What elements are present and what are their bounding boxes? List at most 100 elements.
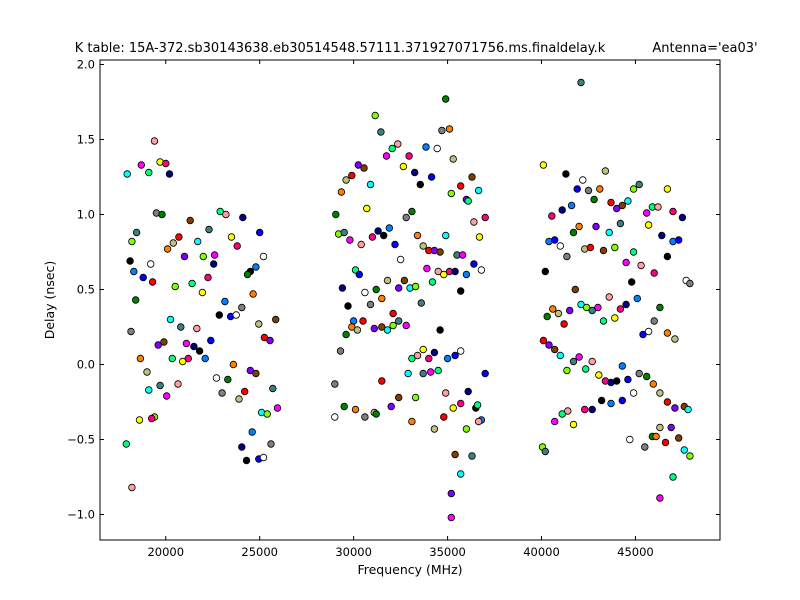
data-point xyxy=(440,270,448,279)
data-point xyxy=(563,252,571,261)
data-point xyxy=(588,405,596,414)
data-point xyxy=(128,483,136,492)
data-point xyxy=(162,392,171,400)
data-point xyxy=(470,260,478,268)
data-point xyxy=(404,369,412,378)
data-point xyxy=(394,140,402,148)
data-point xyxy=(661,438,670,447)
data-point xyxy=(145,386,153,394)
data-point xyxy=(359,317,367,325)
data-point xyxy=(399,162,408,171)
data-point xyxy=(577,300,585,309)
data-point xyxy=(569,357,578,366)
data-point xyxy=(174,380,182,388)
data-point xyxy=(408,354,416,363)
data-point xyxy=(579,176,587,184)
data-point xyxy=(224,375,232,384)
data-point xyxy=(383,326,392,334)
data-point xyxy=(618,396,626,405)
data-point xyxy=(332,210,340,219)
data-point xyxy=(368,233,377,241)
data-point xyxy=(232,311,240,319)
data-point xyxy=(212,374,221,382)
data-point xyxy=(413,351,422,360)
data-point xyxy=(624,197,632,205)
data-point xyxy=(629,185,638,193)
data-point xyxy=(684,405,692,414)
data-point xyxy=(613,377,621,385)
data-point xyxy=(156,381,164,390)
data-point xyxy=(239,213,247,222)
data-point xyxy=(554,309,563,318)
data-point xyxy=(477,266,486,274)
data-point xyxy=(442,389,450,397)
data-point xyxy=(573,185,581,193)
data-point xyxy=(629,389,638,397)
data-point xyxy=(252,369,260,378)
data-point xyxy=(182,339,191,348)
data-point xyxy=(427,368,435,376)
data-point xyxy=(419,369,427,378)
data-point xyxy=(146,260,155,268)
data-point xyxy=(361,413,369,421)
data-point xyxy=(445,125,454,133)
data-point xyxy=(582,365,590,373)
data-point xyxy=(541,267,549,276)
data-point xyxy=(402,213,410,222)
data-point xyxy=(643,209,651,217)
data-point xyxy=(162,159,170,168)
data-point xyxy=(331,380,339,388)
data-point xyxy=(216,207,224,216)
data-point xyxy=(128,237,136,246)
data-point xyxy=(132,228,141,237)
data-point xyxy=(628,278,636,286)
data-point xyxy=(539,336,548,345)
data-point xyxy=(221,297,229,306)
data-point xyxy=(372,410,380,418)
data-point xyxy=(425,354,433,363)
y-tick-label: 1.0 xyxy=(77,208,95,222)
data-point xyxy=(357,240,365,249)
x-tick-label: 45000 xyxy=(617,545,654,559)
data-point xyxy=(656,303,664,312)
data-point xyxy=(229,360,238,369)
data-point xyxy=(169,239,177,247)
data-point xyxy=(354,161,362,169)
data-point xyxy=(618,362,626,370)
data-point xyxy=(158,210,166,219)
data-point xyxy=(618,201,626,210)
data-point xyxy=(273,404,282,412)
data-points xyxy=(122,78,694,522)
data-point xyxy=(377,128,385,136)
data-point xyxy=(405,152,413,160)
data-point xyxy=(669,207,677,216)
data-point xyxy=(131,296,140,304)
data-point xyxy=(629,248,638,256)
data-point xyxy=(596,185,604,193)
data-point xyxy=(457,182,465,190)
data-point xyxy=(635,180,643,189)
data-point xyxy=(199,252,207,261)
data-point xyxy=(371,111,379,120)
data-point xyxy=(601,167,610,175)
data-point xyxy=(259,252,268,261)
data-point xyxy=(411,393,420,402)
data-point xyxy=(238,443,246,451)
data-point xyxy=(378,377,386,385)
data-point xyxy=(336,347,345,355)
data-point xyxy=(171,282,179,291)
data-point xyxy=(255,320,263,328)
data-point xyxy=(201,354,209,363)
data-point xyxy=(422,143,430,151)
data-point xyxy=(353,326,362,334)
data-point xyxy=(256,228,264,237)
data-point xyxy=(468,173,476,181)
data-point xyxy=(340,402,348,411)
data-point xyxy=(571,285,579,294)
data-point xyxy=(370,324,378,333)
chart-title: K table: 15A-372.sb30143638.eb30514548.5… xyxy=(75,41,606,56)
data-point xyxy=(395,284,403,292)
data-point xyxy=(135,416,144,424)
data-point xyxy=(145,168,153,177)
data-point xyxy=(122,440,130,448)
